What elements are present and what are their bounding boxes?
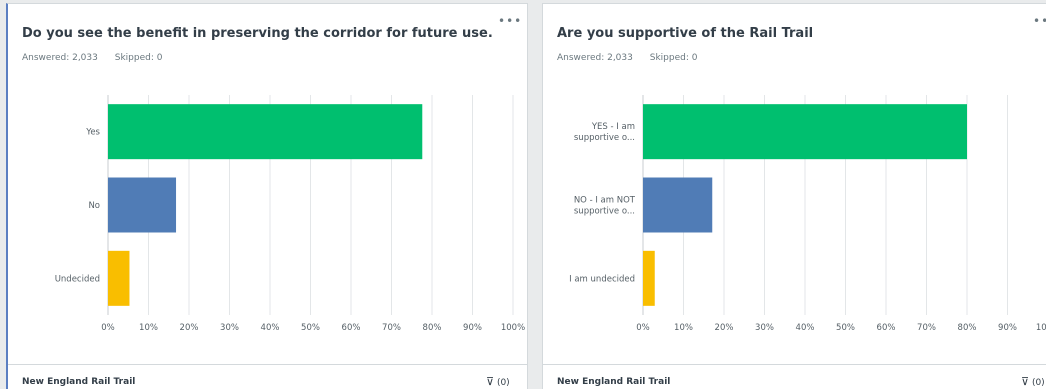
category-label: No bbox=[88, 201, 100, 211]
x-tick-label: 90% bbox=[998, 323, 1017, 333]
category-label: supportive o... bbox=[574, 133, 635, 143]
x-tick-label: 70% bbox=[917, 323, 936, 333]
filter-button[interactable]: ⊽ (0) bbox=[486, 375, 510, 388]
card-footer: New England Rail Trail ⊽ (0) bbox=[8, 364, 527, 388]
survey-name: New England Rail Trail bbox=[22, 377, 136, 387]
answered-count: Answered: 2,033 bbox=[22, 53, 98, 63]
skipped-count: Skipped: 0 bbox=[649, 53, 698, 63]
bar[interactable] bbox=[643, 177, 713, 233]
x-tick-label: 20% bbox=[180, 323, 199, 333]
bar-chart-rail-trail: 0% 10% 20% 30% 40% 50% 60% 70% 80% 90% 100% YES - I… bbox=[569, 95, 1046, 333]
x-tick-label: 80% bbox=[958, 323, 977, 333]
filter-button[interactable]: ⊽ (0) bbox=[1021, 375, 1045, 388]
response-stats: Answered: 2,033 Skipped: 0 bbox=[22, 53, 162, 63]
category-label: supportive o... bbox=[574, 207, 635, 217]
survey-name: New England Rail Trail bbox=[557, 377, 671, 387]
more-icon[interactable]: ••• bbox=[498, 14, 523, 28]
filter-count: (0) bbox=[1031, 378, 1045, 388]
bar[interactable] bbox=[108, 104, 423, 160]
x-tick-label: 30% bbox=[755, 323, 774, 333]
category-label: I am undecided bbox=[569, 274, 635, 284]
x-tick-label: 60% bbox=[342, 323, 361, 333]
more-icon[interactable]: ••• bbox=[1033, 14, 1046, 28]
x-tick-label: 100% bbox=[501, 323, 525, 333]
category-label: NO - I am NOT bbox=[574, 196, 636, 206]
filter-count: (0) bbox=[496, 378, 510, 388]
x-tick-label: 70% bbox=[382, 323, 401, 333]
x-tick-label: 90% bbox=[463, 323, 482, 333]
bar[interactable] bbox=[108, 250, 130, 306]
answered-count: Answered: 2,033 bbox=[557, 53, 633, 63]
x-tick-label: 100% bbox=[1036, 323, 1046, 333]
category-label: Yes bbox=[85, 128, 100, 138]
x-tick-label: 0% bbox=[101, 323, 115, 333]
filter-icon: ⊽ bbox=[486, 375, 495, 388]
card-footer: New England Rail Trail ⊽ (0) bbox=[543, 364, 1046, 388]
question-card-rail-trail: Are you supportive of the Rail Trail Ans… bbox=[542, 3, 1046, 389]
skipped-count: Skipped: 0 bbox=[114, 53, 163, 63]
question-title: Do you see the benefit in preserving the… bbox=[22, 26, 493, 41]
x-tick-label: 80% bbox=[423, 323, 442, 333]
x-tick-label: 40% bbox=[796, 323, 815, 333]
x-tick-label: 30% bbox=[220, 323, 239, 333]
category-label: Undecided bbox=[55, 274, 100, 284]
x-tick-label: 50% bbox=[836, 323, 855, 333]
question-title: Are you supportive of the Rail Trail bbox=[557, 26, 814, 41]
bar[interactable] bbox=[643, 250, 655, 306]
x-tick-label: 10% bbox=[674, 323, 693, 333]
bar-chart-corridor: 0% 10% 20% 30% 40% 50% 60% 70% 80% 90% 100% Yes No Un… bbox=[55, 95, 525, 333]
x-tick-label: 20% bbox=[715, 323, 734, 333]
response-stats: Answered: 2,033 Skipped: 0 bbox=[557, 53, 697, 63]
bar[interactable] bbox=[643, 104, 967, 160]
x-tick-label: 50% bbox=[301, 323, 320, 333]
x-tick-label: 40% bbox=[261, 323, 280, 333]
x-tick-label: 60% bbox=[877, 323, 896, 333]
category-label: YES - I am bbox=[591, 122, 635, 132]
filter-icon: ⊽ bbox=[1021, 375, 1030, 388]
x-tick-label: 10% bbox=[139, 323, 158, 333]
x-tick-label: 0% bbox=[636, 323, 650, 333]
question-card-corridor: Do you see the benefit in preserving the… bbox=[6, 3, 528, 389]
bar[interactable] bbox=[108, 177, 177, 233]
